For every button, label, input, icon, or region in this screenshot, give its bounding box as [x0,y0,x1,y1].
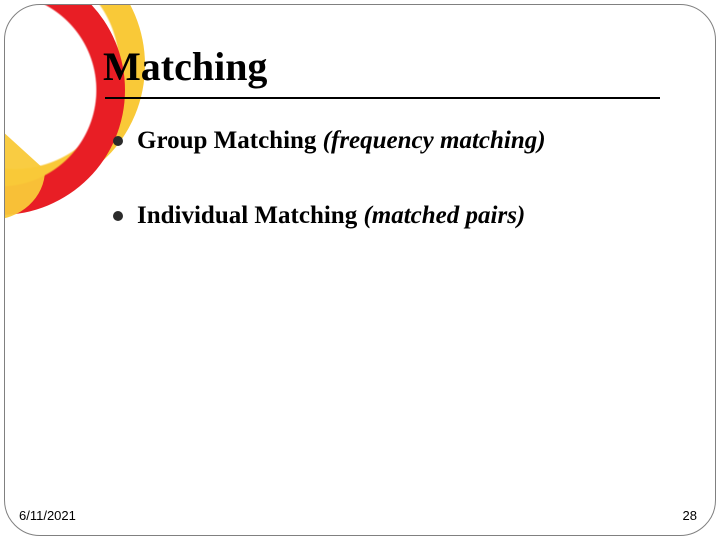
slide-frame: Matching Group Matching (frequency match… [4,4,716,536]
bullet-bold: Individual Matching [137,202,357,229]
title-underline [105,97,660,99]
bullet-italic: (matched pairs) [363,202,525,229]
bullet-text: Group Matching (frequency matching) [137,125,546,158]
footer-page-number: 28 [683,508,697,523]
list-item: Individual Matching (matched pairs) [113,200,673,233]
bullet-italic: (frequency matching) [323,127,546,154]
slide-title: Matching [103,43,267,90]
bullet-text: Individual Matching (matched pairs) [137,200,525,233]
list-item: Group Matching (frequency matching) [113,125,673,158]
bullet-icon [113,211,123,221]
footer-date: 6/11/2021 [19,508,76,523]
bullet-icon [113,136,123,146]
bullet-list: Group Matching (frequency matching) Indi… [113,125,673,274]
bullet-bold: Group Matching [137,127,316,154]
